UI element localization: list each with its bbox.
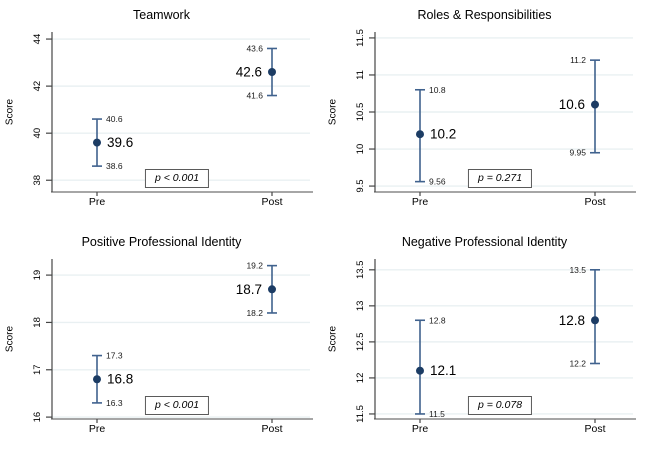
plot-area: 9.5 10 10.5 11 11.5 10.2 10.8 9.56 10.6 11.2 9.95 <box>355 29 636 196</box>
chart-title: Negative Professional Identity <box>401 235 568 249</box>
chart-title: Roles & Responsibilities <box>417 8 552 22</box>
value-label: 12.8 <box>559 313 585 328</box>
value-label: 10.2 <box>430 127 456 142</box>
data-point-marker <box>268 68 276 76</box>
value-label: 12.1 <box>430 363 456 378</box>
y-tick-label: 11.5 <box>355 405 366 423</box>
ci-upper-label: 10.8 <box>429 85 446 95</box>
ci-lower-label: 11.5 <box>429 409 445 419</box>
y-tick-label: 42 <box>32 81 43 92</box>
data-point-marker <box>93 375 101 384</box>
y-tick-label: 13 <box>355 301 366 312</box>
data-point-marker <box>268 285 276 294</box>
value-label: 10.6 <box>559 97 585 112</box>
subplot-roles-responsibilities: Roles & Responsibilities Score 9.5 10 10.5… <box>323 0 646 227</box>
ci-upper-label: 11.2 <box>570 55 586 65</box>
plot-area: 11.5 12 12.5 13 13.5 12.1 12.8 11.5 12.8 13.5 12.2 <box>355 259 636 423</box>
plot-area: 38 40 42 44 39.6 40.6 38.6 42.6 43.6 41.6 <box>32 32 313 196</box>
y-tick-label: 10 <box>355 144 366 155</box>
y-tick-label: 13.5 <box>355 261 366 280</box>
ci-lower-label: 41.6 <box>246 91 263 101</box>
y-tick-label: 17 <box>32 364 43 375</box>
y-tick-label: 44 <box>32 34 43 45</box>
subplot-positive-professional-identity: Positive Professional Identity Score 16 1… <box>0 227 323 454</box>
y-tick-label: 18 <box>32 317 43 328</box>
y-tick-label: 40 <box>32 128 43 139</box>
data-point-marker <box>591 100 599 109</box>
ci-lower-label: 16.3 <box>106 398 123 408</box>
data-point-marker <box>416 366 424 375</box>
x-tick-label-pre: Pre <box>88 423 106 435</box>
value-label: 18.7 <box>236 282 262 297</box>
data-point-marker <box>93 138 101 147</box>
x-tick-label-post: Post <box>584 196 606 208</box>
y-tick-label: 11 <box>355 70 366 80</box>
y-tick-label: 19 <box>32 270 43 281</box>
y-tick-label: 38 <box>32 175 43 186</box>
ci-upper-label: 19.2 <box>246 261 263 271</box>
ci-upper-label: 13.5 <box>569 265 586 275</box>
value-label: 39.6 <box>107 135 133 150</box>
ci-lower-label: 12.2 <box>569 359 586 369</box>
plot-area: 16 17 18 19 16.8 17.3 16.3 18.7 19.2 18.2 <box>32 259 313 423</box>
x-tick-label-pre: Pre <box>88 196 106 208</box>
y-tick-label: 9.5 <box>355 179 366 192</box>
value-label: 42.6 <box>236 65 262 80</box>
ci-upper-label: 17.3 <box>106 351 123 361</box>
p-value-box: p = 0.271 <box>467 169 533 188</box>
data-point-marker <box>416 130 424 139</box>
x-tick-label-post: Post <box>584 423 606 435</box>
y-tick-label: 11.5 <box>355 29 366 47</box>
chart-title: Positive Professional Identity <box>81 235 242 249</box>
x-tick-label-pre: Pre <box>411 423 429 435</box>
x-tick-label-post: Post <box>261 423 283 435</box>
ci-upper-label: 12.8 <box>429 315 446 325</box>
ci-lower-label: 9.95 <box>569 148 586 158</box>
value-label: 16.8 <box>107 372 133 387</box>
p-value-box: p = 0.078 <box>467 396 533 415</box>
ci-upper-label: 43.6 <box>246 43 263 53</box>
subplot-negative-professional-identity: Negative Professional Identity Score 11.… <box>323 227 646 454</box>
chart-title: Teamwork <box>133 8 190 22</box>
x-tick-label-pre: Pre <box>411 196 429 208</box>
ci-lower-label: 9.56 <box>429 177 446 187</box>
x-tick-label-post: Post <box>261 196 283 208</box>
ci-upper-label: 40.6 <box>106 114 123 124</box>
y-tick-label: 12.5 <box>355 333 366 352</box>
p-value-box: p < 0.001 <box>144 396 210 415</box>
data-point-marker <box>591 316 599 325</box>
y-tick-label: 12 <box>355 373 366 384</box>
p-value-box: p < 0.001 <box>144 169 210 188</box>
subplot-teamwork: Teamwork Score 38 40 42 44 39.6 40.6 38.6 42.6 4… <box>0 0 323 227</box>
ci-lower-label: 38.6 <box>106 161 123 171</box>
y-tick-label: 16 <box>32 412 43 423</box>
y-tick-label: 10.5 <box>355 103 366 122</box>
ci-lower-label: 18.2 <box>246 308 263 318</box>
